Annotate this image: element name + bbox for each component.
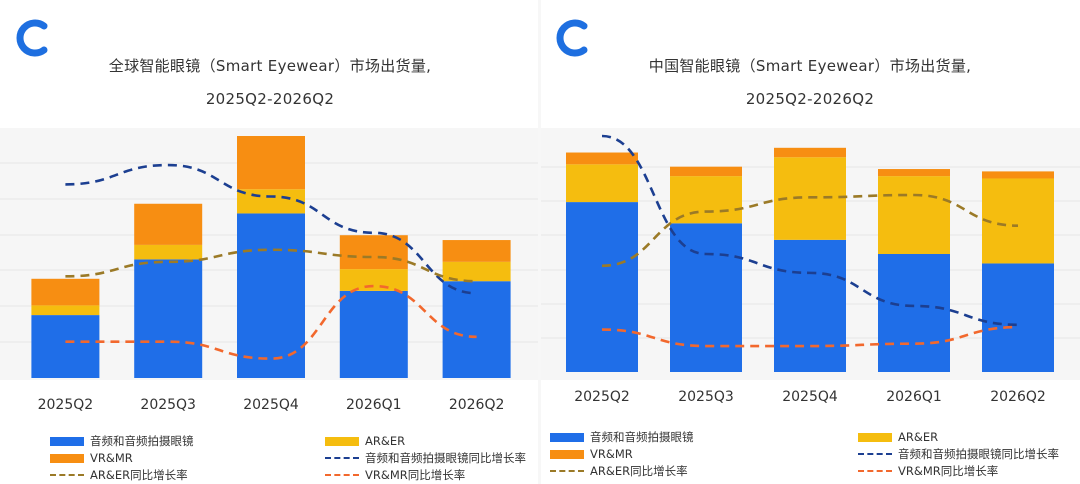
global-shipment-chart: 2025Q2 2025Q3 2025Q4 2026Q1 2026Q2: [0, 136, 540, 413]
bar-vrmr-2026Q1: [339, 235, 408, 270]
bar-vrmr-2025Q4: [237, 136, 305, 190]
brand-c-logo-icon: [556, 19, 588, 57]
bar-arer-2025Q3: [134, 244, 203, 260]
bar-audio-2026Q2: [442, 281, 511, 378]
legend-swatch: [50, 436, 84, 446]
x-tick-label: 2025Q3: [140, 397, 196, 413]
x-tick-label: 2026Q2: [449, 397, 505, 413]
line-arer-growth: [601, 193, 1019, 268]
legend-item-arer-growth: AR&ER同比增长率: [50, 468, 188, 482]
legend-label: AR&ER: [365, 434, 406, 448]
line-arer-growth: [65, 248, 477, 283]
legend-label: VR&MR同比增长率: [898, 464, 999, 478]
bar-vrmr-2026Q1: [878, 169, 950, 177]
bar-arer-2026Q1: [339, 269, 408, 291]
legend-swatch: [325, 436, 359, 446]
legend-item-audio: 音频和音频拍摄眼镜: [550, 430, 694, 444]
legend-item-arer-growth: AR&ER同比增长率: [550, 464, 688, 478]
bar-audio-2025Q3: [134, 259, 203, 378]
legend-swatch: [50, 453, 84, 463]
brand-c-logo-icon: [16, 19, 48, 57]
legend-label: AR&ER: [898, 430, 939, 444]
bar-vrmr-2025Q3: [134, 203, 203, 245]
x-tick-label: 2026Q1: [886, 389, 942, 405]
legend-item-audio: 音频和音频拍摄眼镜: [50, 434, 194, 448]
legend-label: VR&MR同比增长率: [365, 468, 466, 482]
panel-divider: [538, 0, 541, 484]
legend-label: AR&ER同比增长率: [90, 468, 188, 482]
x-tick-label: 2026Q2: [990, 389, 1046, 405]
bar-arer-2025Q2: [566, 164, 638, 203]
bar-arer-2025Q4: [237, 189, 305, 214]
china-shipment-chart: 2025Q2 2025Q3 2025Q4 2026Q1 2026Q2: [540, 134, 1080, 405]
legend-swatch: [325, 457, 359, 459]
legend-swatch: [325, 474, 359, 476]
bar-audio-2025Q4: [237, 213, 305, 378]
bar-audio-2026Q1: [878, 254, 950, 372]
global-chart-panel: 全球智能眼镜（Smart Eyewear）市场出货量, 2025Q2-2026Q…: [0, 19, 540, 482]
bar-audio-2026Q1: [339, 290, 408, 378]
legend-item-vrmr: VR&MR: [550, 447, 633, 461]
china-chart-panel: 中国智能眼镜（Smart Eyewear）市场出货量, 2025Q2-2026Q…: [540, 0, 1080, 484]
legend-label: 音频和音频拍摄眼镜: [590, 430, 694, 444]
chart-title: 全球智能眼镜（Smart Eyewear）市场出货量,: [108, 57, 432, 75]
legend-swatch: [858, 470, 892, 472]
legend-label: AR&ER同比增长率: [590, 464, 688, 478]
x-tick-label: 2025Q2: [38, 397, 94, 413]
legend-label: 音频和音频拍摄眼镜: [90, 434, 194, 448]
legend-item-vrmr: VR&MR: [50, 451, 133, 465]
legend-item-vrmr-growth: VR&MR同比增长率: [325, 468, 465, 482]
legend-swatch: [858, 432, 892, 442]
line-vrmr-growth: [65, 284, 477, 360]
bar-audio-2025Q2: [31, 315, 100, 378]
legend-swatch: [550, 449, 584, 459]
x-tick-label: 2026Q1: [346, 397, 402, 413]
bar-arer-2026Q2: [982, 178, 1054, 264]
bar-arer-2026Q1: [878, 176, 950, 254]
legend-item-arer: AR&ER: [858, 430, 938, 444]
legend-item-audio-growth: 音频和音频拍摄眼镜同比增长率: [858, 447, 1059, 461]
x-tick-label: 2025Q3: [678, 389, 734, 405]
legend-swatch: [550, 470, 584, 472]
legend-swatch: [50, 474, 84, 476]
bar-audio-2025Q2: [566, 202, 638, 372]
legend-label: VR&MR: [590, 447, 633, 461]
bar-vrmr-2026Q2: [982, 171, 1054, 179]
bar-vrmr-2025Q2: [566, 152, 638, 165]
bar-vrmr-2025Q4: [774, 147, 846, 158]
legend-label: 音频和音频拍摄眼镜同比增长率: [365, 451, 526, 465]
chart-subtitle: 2025Q2-2026Q2: [205, 90, 335, 108]
bar-vrmr-2026Q2: [442, 240, 511, 262]
bar-audio-2025Q3: [670, 223, 742, 372]
x-tick-label: 2025Q4: [782, 389, 838, 405]
chart-subtitle: 2025Q2-2026Q2: [745, 90, 875, 108]
chart-title: 中国智能眼镜（Smart Eyewear）市场出货量,: [648, 57, 972, 75]
legend-swatch: [550, 432, 584, 442]
bar-audio-2026Q2: [982, 263, 1054, 372]
line-audio-growth: [65, 163, 477, 295]
legend-item-vrmr-growth: VR&MR同比增长率: [858, 464, 998, 478]
bar-vrmr-2025Q2: [31, 278, 100, 306]
legend-label: VR&MR: [90, 451, 133, 465]
x-tick-label: 2025Q2: [574, 389, 630, 405]
legend-swatch: [858, 453, 892, 455]
line-vrmr-growth: [601, 325, 1019, 348]
bar-arer-2026Q2: [442, 261, 511, 282]
x-tick-label: 2025Q4: [243, 397, 299, 413]
legend-item-arer: AR&ER: [325, 434, 405, 448]
bar-audio-2025Q4: [774, 239, 846, 372]
legend-item-audio-growth: 音频和音频拍摄眼镜同比增长率: [325, 451, 526, 465]
bar-vrmr-2025Q3: [670, 166, 742, 177]
bar-arer-2025Q2: [31, 305, 100, 316]
legend-label: 音频和音频拍摄眼镜同比增长率: [898, 447, 1059, 461]
